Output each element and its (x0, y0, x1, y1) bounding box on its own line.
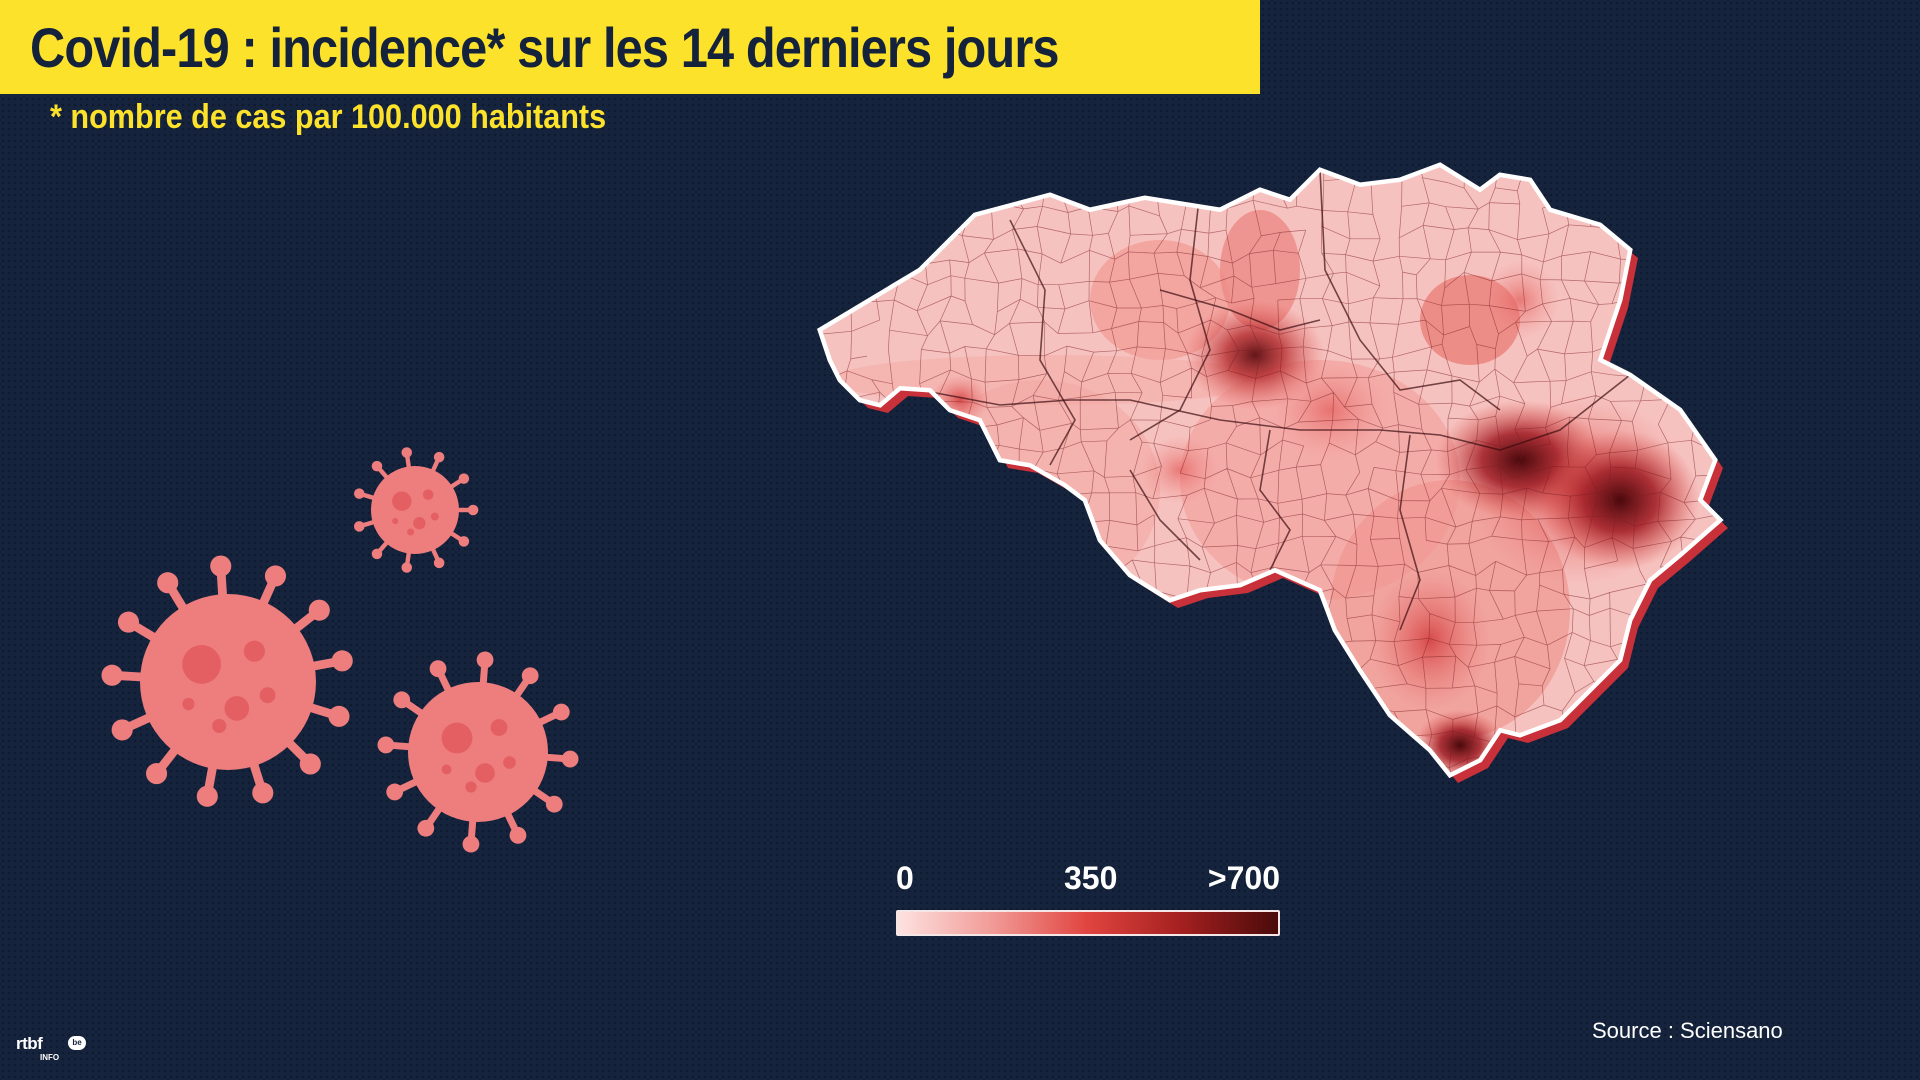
rtbf-logo: rtbf be INFO (16, 1034, 90, 1066)
legend-min-label: 0 (896, 860, 914, 896)
virus-icon (377, 651, 579, 853)
legend-gradient-bar (896, 910, 1280, 936)
legend-mid-label: 350 (1064, 860, 1118, 896)
page-subtitle: * nombre de cas par 100.000 habitants (50, 98, 607, 136)
page-title: Covid-19 : incidence* sur les 14 dernier… (30, 15, 1060, 79)
color-legend: 0 350 >700 (896, 860, 1280, 940)
virus-icon (101, 555, 353, 807)
logo-sub: INFO (40, 1053, 60, 1062)
logo-badge: be (68, 1036, 86, 1050)
source-note: Source : Sciensano (1592, 1018, 1783, 1043)
belgium-map-svg (800, 160, 1728, 783)
virus-icon (353, 447, 479, 573)
title-banner: Covid-19 : incidence* sur les 14 dernier… (0, 0, 1260, 94)
map-municipalities (820, 165, 1720, 775)
legend-max-label: >700 (1207, 860, 1280, 896)
belgium-map (800, 160, 1800, 960)
logo-wordmark: rtbf (16, 1034, 43, 1053)
